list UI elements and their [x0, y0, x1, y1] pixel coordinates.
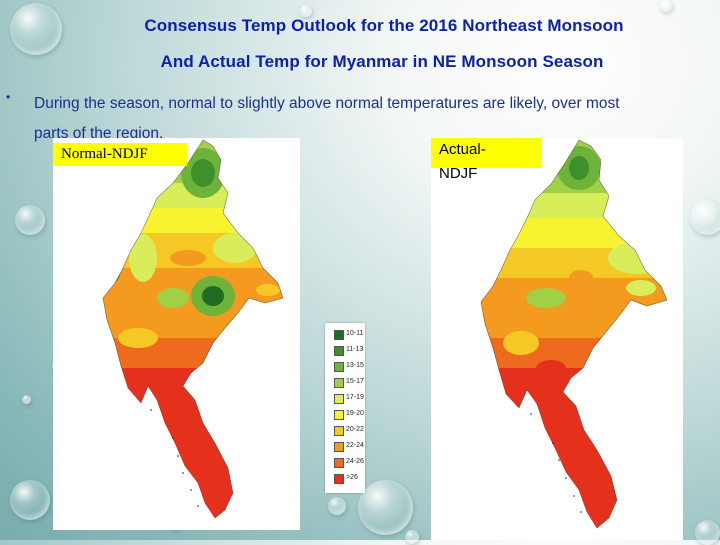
water-drop-decoration — [405, 530, 419, 544]
water-drop-decoration — [690, 200, 720, 235]
legend-label: 20-22 — [346, 426, 364, 433]
map-actual-panel — [431, 138, 683, 540]
legend-item: 17-19 — [334, 393, 364, 404]
legend-label: 10-11 — [346, 330, 364, 337]
water-drop-decoration — [660, 0, 672, 12]
water-drop-decoration — [358, 480, 413, 535]
bullet-text-line-2: parts of the region. — [34, 125, 164, 142]
legend-label: 13-15 — [346, 362, 364, 369]
legend-item: 20-22 — [334, 425, 364, 436]
map-actual-label-line-1: Actual- — [431, 138, 541, 168]
water-drop-decoration — [15, 205, 45, 235]
legend-label: 11-13 — [346, 346, 364, 353]
slide-title-line-2: And Actual Temp for Myanmar in NE Monsoo… — [160, 52, 604, 71]
myanmar-temperature-map-actual — [480, 139, 668, 529]
legend-label: 17-19 — [346, 394, 364, 401]
water-drop-decoration — [695, 520, 720, 545]
legend-item: 11-13 — [334, 345, 364, 356]
water-drop-decoration — [10, 3, 62, 55]
water-drop-decoration — [10, 480, 50, 520]
myanmar-temperature-map-normal — [102, 139, 284, 519]
legend-item: 19-20 — [334, 409, 364, 420]
water-drop-decoration — [300, 5, 312, 17]
legend-label: 22-24 — [346, 442, 364, 449]
slide-title-line-1: Consensus Temp Outlook for the 2016 Nort… — [144, 16, 624, 35]
legend-label: >26 — [346, 474, 358, 481]
water-drop-decoration — [22, 395, 31, 404]
legend-swatch — [334, 474, 344, 484]
bullet-text-line-1: During the season, normal to slightly ab… — [34, 95, 620, 112]
legend-label: 24-26 — [346, 458, 364, 465]
legend-swatch — [334, 378, 344, 388]
legend-item: 15-17 — [334, 377, 364, 388]
legend-item: 13-15 — [334, 361, 364, 372]
temperature-legend: 10-11 11-13 13-15 15-17 17-19 19-20 20-22 22-24… — [325, 323, 365, 493]
legend-item: >26 — [334, 473, 364, 484]
legend-swatch — [334, 426, 344, 436]
legend-swatch — [334, 330, 344, 340]
legend-swatch — [334, 442, 344, 452]
bullet-text: During the season, normal to slightly ab… — [34, 89, 720, 149]
map-normal-panel — [53, 138, 300, 530]
legend-swatch — [334, 458, 344, 468]
legend-swatch — [334, 346, 344, 356]
map-actual-label-line-2: NDJF — [439, 165, 478, 182]
legend-swatch — [334, 394, 344, 404]
legend-swatch — [334, 410, 344, 420]
water-drop-decoration — [328, 497, 346, 515]
bullet-icon: • — [6, 90, 11, 104]
legend-label: 19-20 — [346, 410, 364, 417]
legend-item: 24-26 — [334, 457, 364, 468]
legend-item: 22-24 — [334, 441, 364, 452]
map-normal-label: Normal-NDJF — [53, 143, 187, 166]
legend-label: 15-17 — [346, 378, 364, 385]
legend-item: 10-11 — [334, 329, 364, 340]
legend-swatch — [334, 362, 344, 372]
